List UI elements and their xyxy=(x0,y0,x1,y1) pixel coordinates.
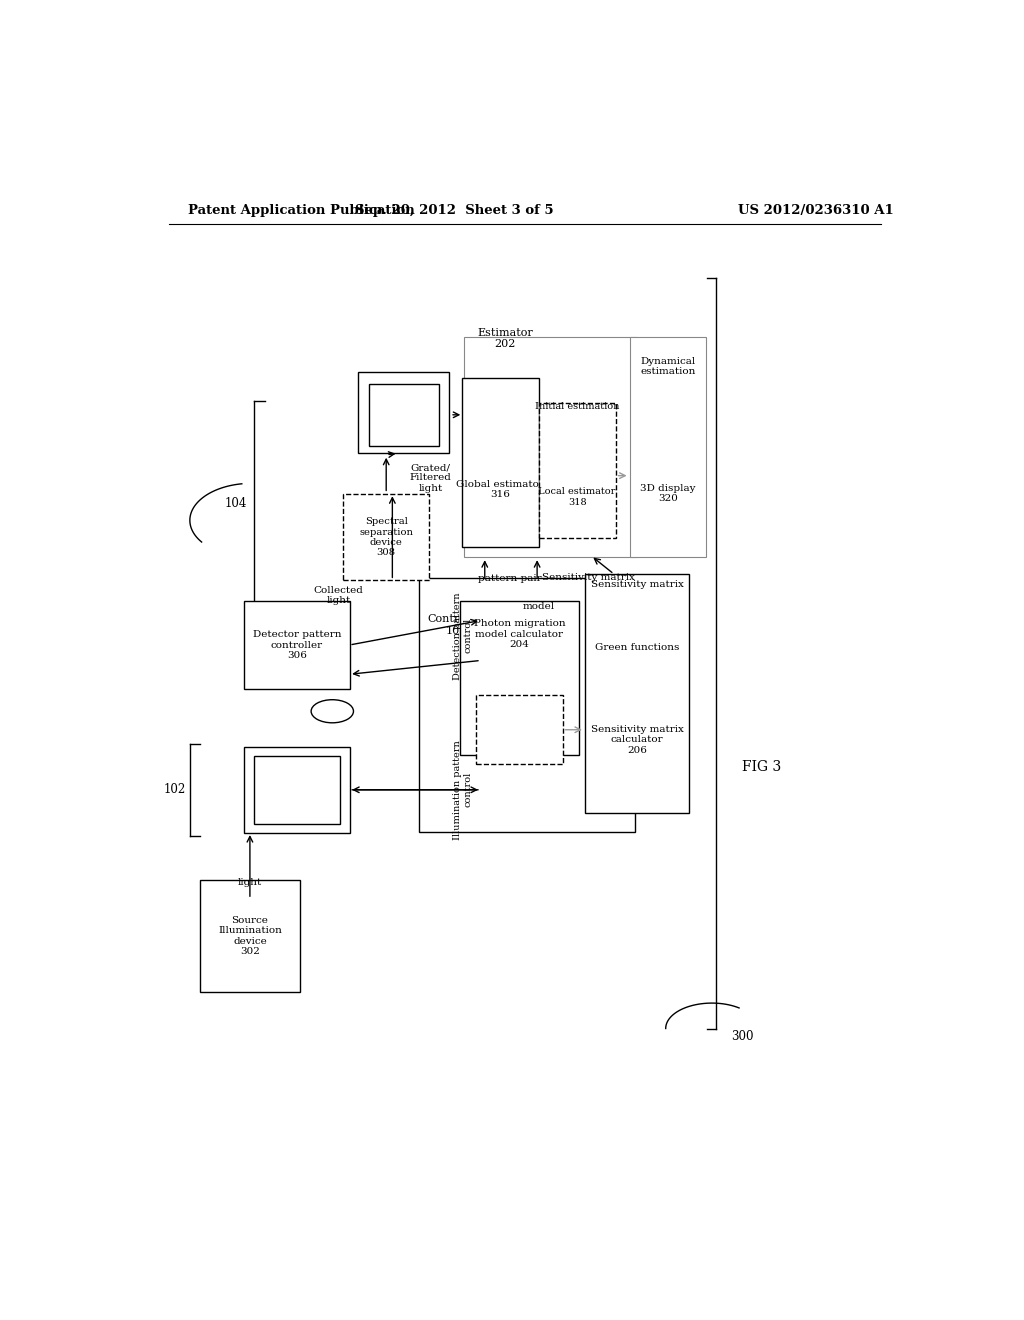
Text: Sep. 20, 2012  Sheet 3 of 5: Sep. 20, 2012 Sheet 3 of 5 xyxy=(354,205,553,218)
Bar xyxy=(244,601,350,689)
Text: Local estimator
318: Local estimator 318 xyxy=(539,487,615,507)
Text: Grated/
Filtered
light: Grated/ Filtered light xyxy=(410,463,452,492)
Bar xyxy=(254,756,340,824)
Bar xyxy=(200,880,300,991)
Text: Initial estimation: Initial estimation xyxy=(535,401,620,411)
Text: 3D display
320: 3D display 320 xyxy=(640,483,695,503)
Text: Detection pattern
control: Detection pattern control xyxy=(454,593,473,680)
Text: Detector pattern
controller
306: Detector pattern controller 306 xyxy=(253,630,341,660)
Text: Illumination pattern
control: Illumination pattern control xyxy=(454,741,473,840)
Text: Spectral
separation
device
308: Spectral separation device 308 xyxy=(359,517,414,557)
Ellipse shape xyxy=(311,700,353,723)
Bar xyxy=(462,378,539,548)
Text: Global estimator
316: Global estimator 316 xyxy=(457,479,544,499)
Text: Sensitivity matrix: Sensitivity matrix xyxy=(542,573,635,582)
Text: Patent Application Publication: Patent Application Publication xyxy=(188,205,415,218)
Text: Source pattern
controller
304: Source pattern controller 304 xyxy=(257,775,337,805)
Text: Detector
310: Detector 310 xyxy=(379,404,428,425)
Text: 300: 300 xyxy=(731,1030,754,1043)
Bar xyxy=(419,578,635,832)
Text: Photon migration
model calculator
204: Photon migration model calculator 204 xyxy=(473,619,565,649)
Text: model: model xyxy=(522,602,555,611)
Text: light: light xyxy=(238,878,262,887)
Bar xyxy=(539,403,615,537)
Bar xyxy=(586,574,689,813)
Bar xyxy=(244,747,350,833)
Bar xyxy=(476,696,562,764)
Bar xyxy=(358,372,450,453)
Text: Collected
light: Collected light xyxy=(313,586,364,606)
Text: 104: 104 xyxy=(225,496,247,510)
Text: 102: 102 xyxy=(164,783,186,796)
Bar xyxy=(343,494,429,581)
Text: Sensitivity matrix
calculator
206: Sensitivity matrix calculator 206 xyxy=(591,725,684,755)
Bar xyxy=(631,338,706,557)
Text: pattern pair: pattern pair xyxy=(477,574,542,583)
Text: Estimator
202: Estimator 202 xyxy=(477,327,532,350)
Text: US 2012/0236310 A1: US 2012/0236310 A1 xyxy=(738,205,894,218)
Text: Dynamical
estimation: Dynamical estimation xyxy=(640,356,695,376)
Bar xyxy=(464,338,637,557)
Text: FIG 3: FIG 3 xyxy=(742,760,781,774)
Text: 101: 101 xyxy=(322,706,343,717)
Text: Controller
106: Controller 106 xyxy=(427,614,484,636)
Text: Sensitivity matrix: Sensitivity matrix xyxy=(591,581,684,589)
Bar xyxy=(370,384,438,446)
Text: Source
Illumination
device
302: Source Illumination device 302 xyxy=(218,916,282,956)
Text: Fluorescence
module
322: Fluorescence module 322 xyxy=(486,715,553,744)
Bar xyxy=(460,601,580,755)
Text: Green functions: Green functions xyxy=(595,643,679,652)
